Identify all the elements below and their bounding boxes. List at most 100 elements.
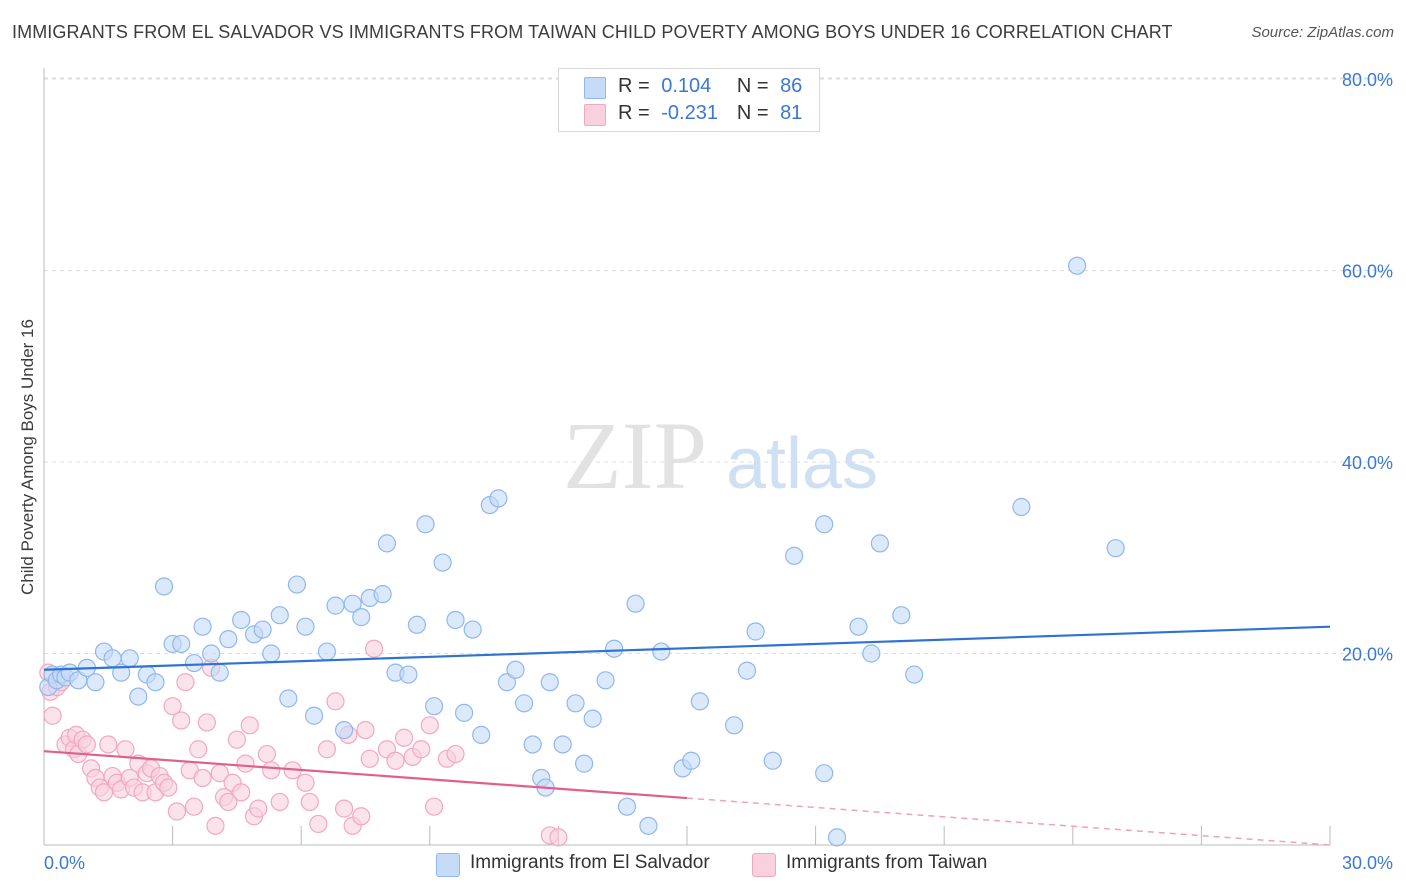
taiwan-point xyxy=(334,799,354,818)
elsalvador-point xyxy=(377,534,397,553)
elsalvador-point xyxy=(172,634,191,654)
elsalvador-point xyxy=(690,692,709,711)
elsalvador-point xyxy=(497,673,517,692)
taiwan-point xyxy=(43,706,62,725)
taiwan-point xyxy=(360,749,379,768)
elsalvador-point xyxy=(154,577,174,596)
elsalvador-point xyxy=(892,606,911,625)
elsalvador-point xyxy=(399,665,418,684)
taiwan-point xyxy=(206,816,225,835)
elsalvador-point xyxy=(287,575,307,594)
legend-r-value: 0.104 xyxy=(661,75,712,97)
taiwan-point xyxy=(356,720,375,740)
elsalvador-point xyxy=(210,663,229,682)
elsalvador-point xyxy=(870,534,890,553)
elsalvador-point xyxy=(862,644,881,663)
legend-n-value: 81 xyxy=(780,102,803,124)
elsalvador-point xyxy=(317,642,337,661)
taiwan-point xyxy=(394,728,414,747)
watermark: ZIP atlas xyxy=(563,402,878,509)
elsalvador-point xyxy=(515,694,534,713)
elsalvador-point xyxy=(553,735,572,754)
bottom-legend-label-elsalvador: Immigrants from El Salvador xyxy=(470,852,710,873)
legend-r-label: R = xyxy=(618,75,650,97)
taiwan-point xyxy=(257,744,277,764)
taiwan-point xyxy=(232,783,251,802)
x-tick-label: 0.0% xyxy=(44,853,85,873)
source-label: Source: ZipAtlas.com xyxy=(1251,24,1394,41)
watermark-atlas: atlas xyxy=(726,424,878,504)
elsalvador-point xyxy=(815,515,834,534)
taiwan-point xyxy=(193,768,212,788)
chart-title: IMMIGRANTS FROM EL SALVADOR VS IMMIGRANT… xyxy=(12,22,1173,42)
x-tick-label: 30.0% xyxy=(1342,853,1393,873)
elsalvador-point xyxy=(506,660,525,679)
elsalvador-point xyxy=(1012,497,1031,517)
elsalvador-point xyxy=(737,661,757,680)
taiwan-point xyxy=(386,751,405,770)
taiwan-point xyxy=(326,692,345,711)
elsalvador-point xyxy=(605,639,624,658)
elsalvador-point xyxy=(184,653,204,673)
taiwan-trend-line xyxy=(43,750,688,800)
elsalvador-point xyxy=(120,649,139,668)
bottom-legend-label-taiwan: Immigrants from Taiwan xyxy=(786,852,988,873)
elsalvador-point xyxy=(523,735,542,754)
elsalvador-point xyxy=(262,644,281,663)
elsalvador-point xyxy=(463,620,482,639)
elsalvador-point xyxy=(1067,256,1087,275)
legend-swatch-elsalvador xyxy=(584,77,606,99)
taiwan-point xyxy=(167,802,186,821)
elsalvador-point xyxy=(1106,539,1125,558)
taiwan-point xyxy=(116,740,135,759)
elsalvador-point xyxy=(746,622,765,641)
elsalvador-point xyxy=(279,689,298,708)
elsalvador-point xyxy=(540,673,559,692)
elsalvador-point xyxy=(219,630,238,649)
elsalvador-point xyxy=(433,553,452,572)
elsalvador-point xyxy=(193,617,212,636)
elsalvador-point xyxy=(407,615,427,634)
taiwan-point xyxy=(227,730,246,749)
elsalvador-point xyxy=(652,642,671,661)
elsalvador-point xyxy=(416,515,435,534)
taiwan-point xyxy=(446,744,465,764)
elsalvador-point xyxy=(639,816,658,835)
taiwan-point xyxy=(197,713,216,732)
elsalvador-point xyxy=(326,596,345,615)
elsalvador-point xyxy=(596,671,615,690)
taiwan-point xyxy=(189,740,208,759)
elsalvador-point xyxy=(304,706,324,725)
elsalvador-point xyxy=(270,606,289,625)
elsalvador-point xyxy=(253,620,272,639)
taiwan-point xyxy=(159,778,178,797)
elsalvador-point xyxy=(334,720,354,740)
series-elsalvador-points xyxy=(39,256,1125,847)
elsalvador-point xyxy=(566,694,585,713)
elsalvador-point xyxy=(849,617,868,636)
taiwan-point xyxy=(364,639,384,658)
legend-n-label: N = xyxy=(736,75,769,97)
elsalvador-point xyxy=(296,617,315,636)
taiwan-point xyxy=(420,716,439,735)
taiwan-point xyxy=(163,697,182,716)
legend-r-value: -0.231 xyxy=(661,102,718,124)
elsalvador-point xyxy=(626,594,645,613)
taiwan-point xyxy=(184,797,204,816)
taiwan-point xyxy=(317,740,337,759)
taiwan-point xyxy=(549,828,568,847)
legend-r-label: R = xyxy=(618,102,650,124)
elsalvador-point xyxy=(682,751,701,770)
taiwan-point xyxy=(240,716,259,735)
taiwan-point xyxy=(94,783,114,802)
taiwan-point xyxy=(296,773,315,792)
taiwan-point xyxy=(270,792,289,812)
elsalvador-point xyxy=(785,546,804,565)
bottom-legend-swatch-taiwan xyxy=(752,853,776,877)
y-tick-label: 20.0% xyxy=(1342,645,1393,665)
elsalvador-point xyxy=(352,608,371,627)
bottom-legend-swatch-elsalvador xyxy=(436,853,460,877)
elsalvador-point xyxy=(905,665,924,684)
elsalvador-point xyxy=(489,489,508,508)
taiwan-point xyxy=(219,792,238,812)
